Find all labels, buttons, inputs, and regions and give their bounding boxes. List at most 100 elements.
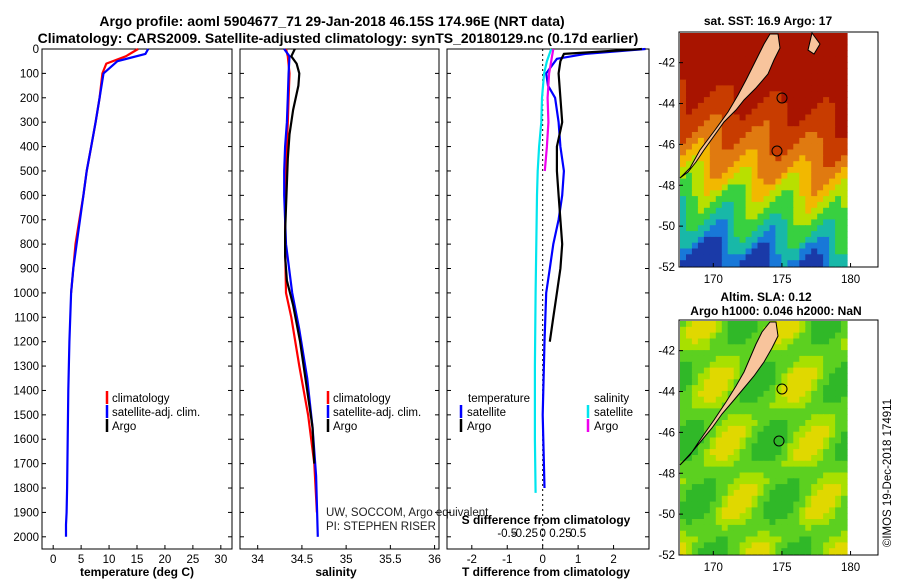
map-cell xyxy=(739,172,747,180)
map-cell xyxy=(691,248,699,255)
map-cell xyxy=(709,68,717,75)
map-cell xyxy=(829,178,836,185)
map-cell xyxy=(817,443,824,450)
map-cell xyxy=(757,466,765,473)
map-cell xyxy=(757,38,765,46)
map-cell xyxy=(715,443,723,450)
map-cell xyxy=(757,33,765,40)
legend-argo-label: Argo xyxy=(112,421,136,433)
map-cell xyxy=(829,536,836,543)
map-cell xyxy=(769,102,777,110)
map-cell xyxy=(680,402,687,409)
map-cell xyxy=(799,143,806,151)
map-cell xyxy=(686,114,693,121)
map-cell xyxy=(686,420,693,427)
map-cell xyxy=(769,85,777,92)
map-cell xyxy=(686,449,693,456)
map-cell xyxy=(781,114,788,121)
ytick-label: 800 xyxy=(20,239,39,251)
map-cell xyxy=(835,484,842,491)
map-cell xyxy=(805,38,812,46)
map-cell xyxy=(835,178,842,185)
map-cell xyxy=(751,332,759,339)
map-cell xyxy=(727,155,735,162)
map-cell xyxy=(745,338,753,345)
map-cell xyxy=(805,254,812,261)
xtick-label: 36 xyxy=(428,554,441,566)
map-cell xyxy=(751,102,759,110)
xtick2-label: 0 xyxy=(539,528,545,540)
map-cell xyxy=(727,332,735,339)
ytick-label: 900 xyxy=(20,264,39,276)
map-cell xyxy=(763,507,771,514)
map-cell xyxy=(775,161,782,168)
map-cell xyxy=(763,33,771,40)
map-cell xyxy=(745,501,753,508)
map-cell xyxy=(841,455,848,462)
map-cell xyxy=(709,460,717,468)
map-cell xyxy=(775,449,782,456)
map-cell xyxy=(769,132,777,139)
map-cell xyxy=(805,385,812,392)
map-cell xyxy=(751,431,759,439)
map-cell xyxy=(823,355,830,363)
map-cell xyxy=(697,85,705,92)
map-cell xyxy=(715,338,723,345)
map-cell xyxy=(721,385,729,392)
map-cell xyxy=(805,132,812,139)
map-cell xyxy=(781,126,788,133)
map-cell xyxy=(709,137,717,145)
map-cell xyxy=(841,350,848,357)
map-cell xyxy=(739,114,747,121)
map-cell xyxy=(691,472,699,479)
map-cell xyxy=(775,373,782,380)
map-cell xyxy=(799,50,806,57)
map-cell xyxy=(739,33,747,40)
map-cell xyxy=(799,361,806,369)
map-cell xyxy=(751,326,759,334)
map-cell xyxy=(829,73,836,81)
map-cell xyxy=(680,548,687,555)
map-cell xyxy=(835,172,842,180)
map-cell xyxy=(787,242,794,250)
map-cell xyxy=(691,361,699,369)
map-cell xyxy=(811,190,818,197)
map-cell xyxy=(733,50,741,57)
map-cell xyxy=(680,231,687,238)
map-cell xyxy=(799,62,806,69)
map-cell xyxy=(686,507,693,514)
map-cell xyxy=(715,332,723,339)
map-cell xyxy=(757,536,765,543)
map-cell xyxy=(787,478,794,485)
map-cell xyxy=(739,196,747,203)
map-cell xyxy=(739,332,747,339)
map-cell xyxy=(835,524,842,532)
map-cell xyxy=(805,437,812,444)
map-cell xyxy=(787,361,794,369)
map-cell xyxy=(793,507,800,514)
map-cell xyxy=(691,114,699,121)
map-cell xyxy=(811,102,818,110)
map-cell xyxy=(799,254,806,261)
map-cell xyxy=(793,68,800,75)
map-cell xyxy=(799,248,806,255)
map-cell xyxy=(757,231,765,238)
map-cell xyxy=(686,367,693,374)
map-cell xyxy=(727,501,735,508)
map-cell xyxy=(763,548,771,555)
map-cell xyxy=(751,437,759,444)
map-cell xyxy=(811,396,818,404)
map-cell xyxy=(817,225,824,232)
map-cell xyxy=(769,248,777,255)
map-cell xyxy=(823,85,830,92)
map-cell xyxy=(823,172,830,180)
map-cell xyxy=(751,38,759,46)
map-cell xyxy=(817,385,824,392)
map-cell xyxy=(817,108,824,116)
map-cell xyxy=(691,201,699,209)
map-cell xyxy=(697,373,705,380)
map-cell xyxy=(793,172,800,180)
map-cell xyxy=(757,236,765,244)
map-cell xyxy=(763,420,771,427)
map-cell xyxy=(745,172,753,180)
